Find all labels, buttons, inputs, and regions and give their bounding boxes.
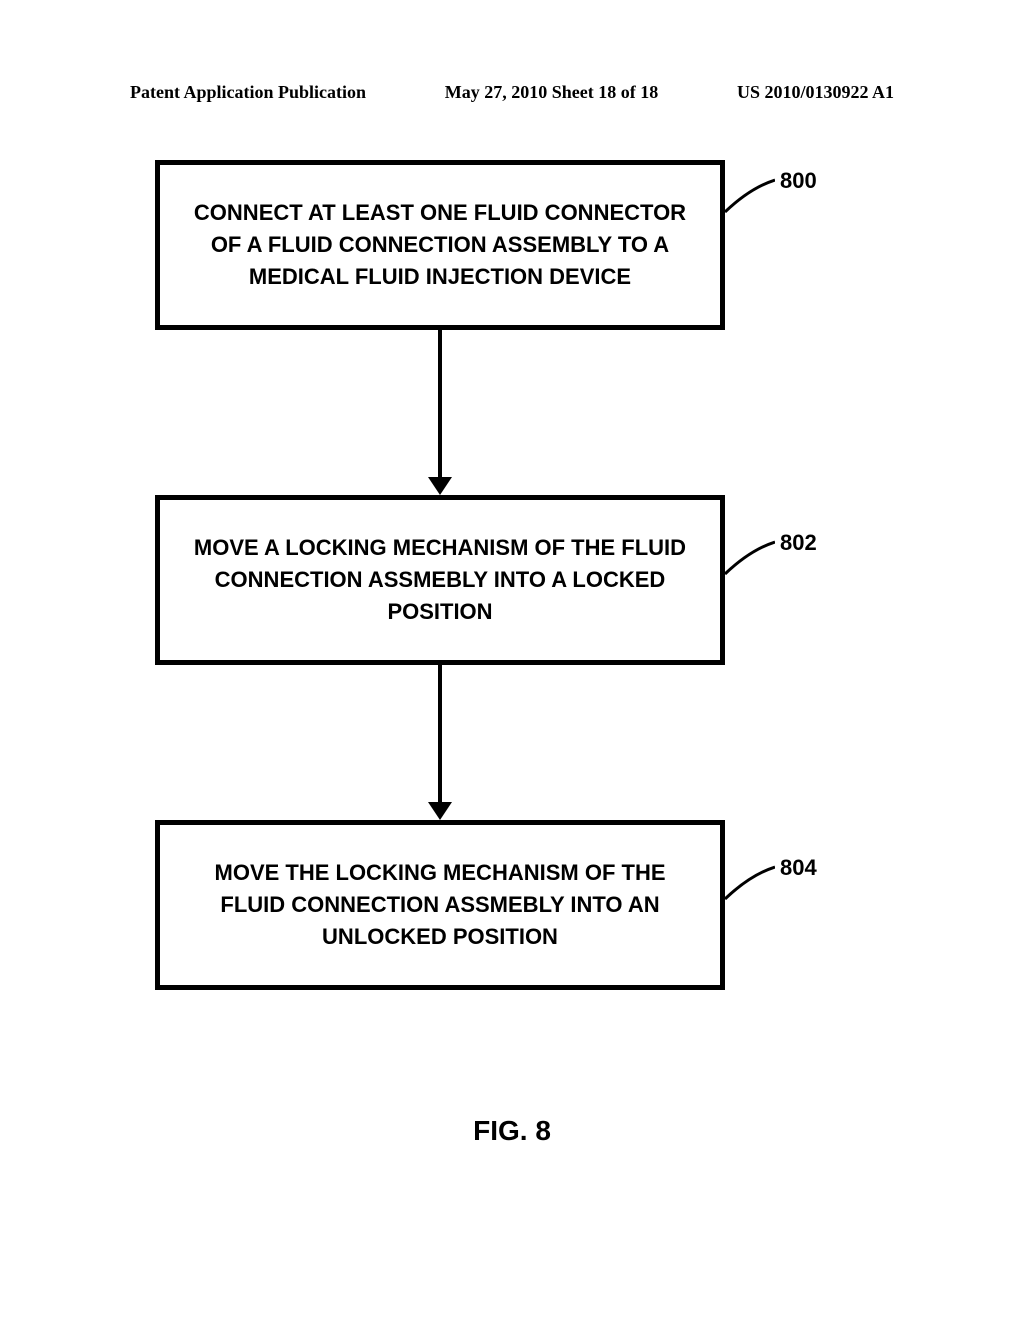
leader-line-icon [725,540,775,575]
flow-node-text: CONNECT AT LEAST ONE FLUID CONNECTOR OF … [188,197,692,293]
node-label-802: 802 [780,530,817,556]
flow-arrow [155,330,725,495]
figure-label: FIG. 8 [0,1115,1024,1147]
node-label-804: 804 [780,855,817,881]
flow-node-800: CONNECT AT LEAST ONE FLUID CONNECTOR OF … [155,160,725,330]
flow-arrow [155,665,725,820]
arrow-shaft-icon [438,665,442,806]
arrow-head-icon [428,477,452,495]
arrow-shaft-icon [438,330,442,481]
leader-line-icon [725,178,775,213]
flow-node-text: MOVE A LOCKING MECHANISM OF THE FLUID CO… [188,532,692,628]
header-right: US 2010/0130922 A1 [737,82,894,103]
arrow-head-icon [428,802,452,820]
flowchart: CONNECT AT LEAST ONE FLUID CONNECTOR OF … [155,160,775,990]
header-center: May 27, 2010 Sheet 18 of 18 [445,82,658,103]
leader-line-icon [725,865,775,900]
page-header: Patent Application Publication May 27, 2… [0,82,1024,103]
flow-node-text: MOVE THE LOCKING MECHANISM OF THE FLUID … [188,857,692,953]
node-label-800: 800 [780,168,817,194]
header-left: Patent Application Publication [130,82,366,103]
flow-node-802: MOVE A LOCKING MECHANISM OF THE FLUID CO… [155,495,725,665]
flow-node-804: MOVE THE LOCKING MECHANISM OF THE FLUID … [155,820,725,990]
